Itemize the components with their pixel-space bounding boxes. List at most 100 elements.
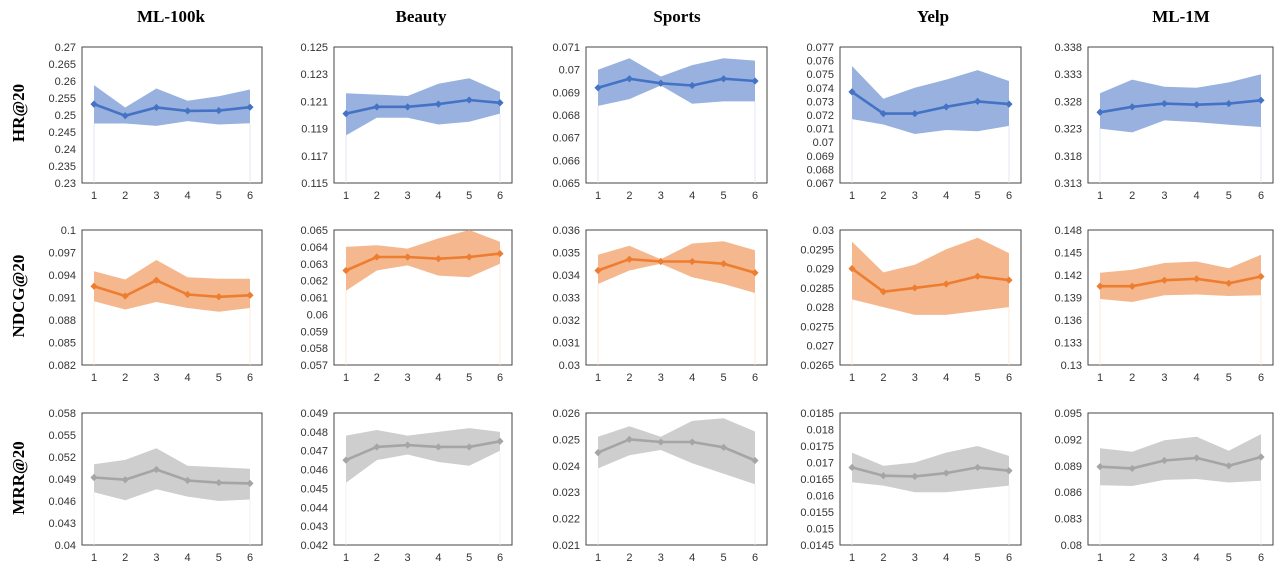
plot-frame [1087,46,1274,184]
y-tick-label: 0.0275 [800,321,834,333]
x-tick-label: 3 [153,552,159,564]
x-tick-label: 2 [374,372,380,384]
plot-frame [839,46,1022,184]
data-point [342,456,350,464]
x-tick-label: 1 [595,552,601,564]
data-point [1005,276,1013,284]
data-point [625,255,633,263]
data-point [434,255,442,263]
data-point [974,463,982,472]
series-line-ndcg-20-ml-1m [1100,275,1262,288]
y-tick-label: 0.088 [48,315,76,327]
x-tick-label: 4 [185,190,191,202]
y-tick-label: 0.139 [1054,293,1082,305]
x-tick-label: 2 [880,372,886,384]
data-point [974,97,982,105]
x-tick-label: 5 [975,190,981,202]
y-tick-label: 0.26 [55,76,76,88]
data-point [1160,276,1168,284]
data-point [184,290,192,299]
data-point [1160,456,1168,465]
data-point [594,449,602,457]
data-point [342,266,350,275]
plot-frame [585,412,768,546]
data-point [657,79,665,87]
x-tick-label: 3 [912,372,918,384]
y-tick-label: 0.313 [1054,178,1082,190]
y-tick-label: 0.072 [806,110,834,122]
data-point [121,112,129,120]
y-tick-label: 0.255 [48,93,76,105]
data-point [1128,103,1136,111]
y-tick-label: 0.023 [552,487,580,499]
y-tick-label: 0.082 [48,360,76,372]
x-tick-label: 5 [721,552,727,564]
data-point [879,472,887,480]
plot-frame [1087,412,1274,546]
confidence-band-ndcg-20-sports [598,241,755,293]
data-point [848,88,856,96]
x-tick-label: 3 [912,552,918,564]
x-tick-label: 6 [1006,552,1012,564]
confidence-band-hr-20-sports [598,58,755,106]
data-point [720,75,728,83]
y-tick-label: 0.055 [48,430,76,442]
plot-frame [81,229,263,366]
y-tick-label: 0.148 [1054,225,1082,237]
y-tick-label: 0.0175 [800,441,834,453]
x-tick-label: 6 [1258,190,1264,202]
y-tick-label: 0.235 [48,161,76,173]
data-point [152,276,160,284]
y-tick-label: 0.043 [48,518,76,530]
data-point [974,272,982,280]
x-tick-label: 6 [497,190,503,202]
y-tick-label: 0.018 [806,425,834,437]
plot-frame [81,46,263,184]
x-tick-label: 1 [343,552,349,564]
plot-frame [585,229,768,366]
y-tick-label: 0.021 [552,540,580,552]
y-tick-label: 0.0285 [800,283,834,295]
x-tick-label: 5 [216,190,222,202]
series-line-ndcg-20-sports [597,257,756,275]
y-tick-label: 0.071 [806,124,834,136]
data-point [1257,453,1265,461]
y-tick-label: 0.059 [300,326,328,338]
column-title-ml-100k: ML-100k [137,7,206,26]
data-point [594,84,602,92]
y-tick-label: 0.076 [806,56,834,68]
y-tick-label: 0.115 [301,178,328,190]
confidence-band-mrr-20-beauty [346,428,500,483]
y-tick-label: 0.058 [300,343,328,355]
data-point [246,479,254,487]
data-point [246,291,254,299]
y-tick-label: 0.097 [48,248,76,260]
x-tick-label: 2 [1129,372,1135,384]
data-point [1005,100,1013,108]
y-tick-label: 0.052 [48,452,76,464]
x-tick-label: 4 [943,552,949,564]
chart-hr-20-ml-100k: 0.270.2650.260.2550.250.2450.240.2350.23… [48,42,263,202]
x-tick-label: 6 [497,372,503,384]
x-tick-label: 4 [185,372,191,384]
y-tick-label: 0.064 [300,242,328,254]
confidence-band-ndcg-20-ml-100k [94,260,250,312]
x-tick-label: 6 [497,552,503,564]
x-tick-label: 3 [1161,552,1167,564]
x-tick-label: 4 [185,552,191,564]
y-tick-label: 0.022 [552,514,580,526]
series-line-mrr-20-yelp [851,466,1010,478]
x-tick-label: 3 [1161,190,1167,202]
x-tick-label: 3 [153,372,159,384]
x-tick-label: 1 [1097,552,1103,564]
chart-mrr-20-sports: 0.026 0.025 0.024 0.023 0.022 0.021 1 2 3 4 5 6 [552,408,768,564]
y-tick-label: 0.119 [301,124,328,136]
y-tick-label: 0.333 [1054,69,1082,81]
x-tick-label: 3 [912,190,918,202]
x-tick-label: 5 [1226,372,1232,384]
x-tick-label: 1 [595,372,601,384]
x-tick-label: 2 [1129,190,1135,202]
row-title-mrr20: MRR@20 [9,441,28,514]
y-tick-label: 0.068 [806,164,834,176]
data-point [404,103,412,111]
